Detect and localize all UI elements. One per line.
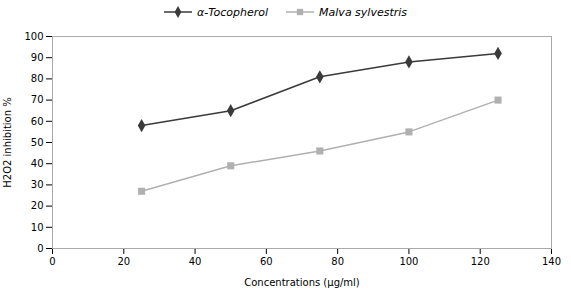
svg-text:30: 30 xyxy=(31,179,44,190)
svg-text:H2O2 inhibition %: H2O2 inhibition % xyxy=(2,97,13,188)
svg-text:40: 40 xyxy=(31,158,44,169)
svg-text:60: 60 xyxy=(31,116,44,127)
svg-text:50: 50 xyxy=(31,137,44,148)
html-text:α-Tocopherol: α-Tocopherol xyxy=(197,5,269,19)
svg-text:80: 80 xyxy=(331,256,344,267)
svg-text:140: 140 xyxy=(542,256,561,267)
svg-text:0: 0 xyxy=(37,243,43,254)
svg-text:80: 80 xyxy=(31,73,44,84)
svg-text:100: 100 xyxy=(399,256,418,267)
svg-text:Concentrations (µg/ml): Concentrations (µg/ml) xyxy=(244,277,360,288)
html-text:Malva sylvestris: Malva sylvestris xyxy=(319,5,407,19)
svg-text:120: 120 xyxy=(471,256,490,267)
svg-text:60: 60 xyxy=(260,256,273,267)
svg-text:20: 20 xyxy=(117,256,130,267)
svg-text:40: 40 xyxy=(189,256,202,267)
svg-text:100: 100 xyxy=(24,31,43,42)
svg-text:10: 10 xyxy=(31,222,44,233)
svg-text:90: 90 xyxy=(31,52,44,63)
svg-text:70: 70 xyxy=(31,94,44,105)
svg-text:20: 20 xyxy=(31,200,44,211)
svg-text:0: 0 xyxy=(49,256,55,267)
